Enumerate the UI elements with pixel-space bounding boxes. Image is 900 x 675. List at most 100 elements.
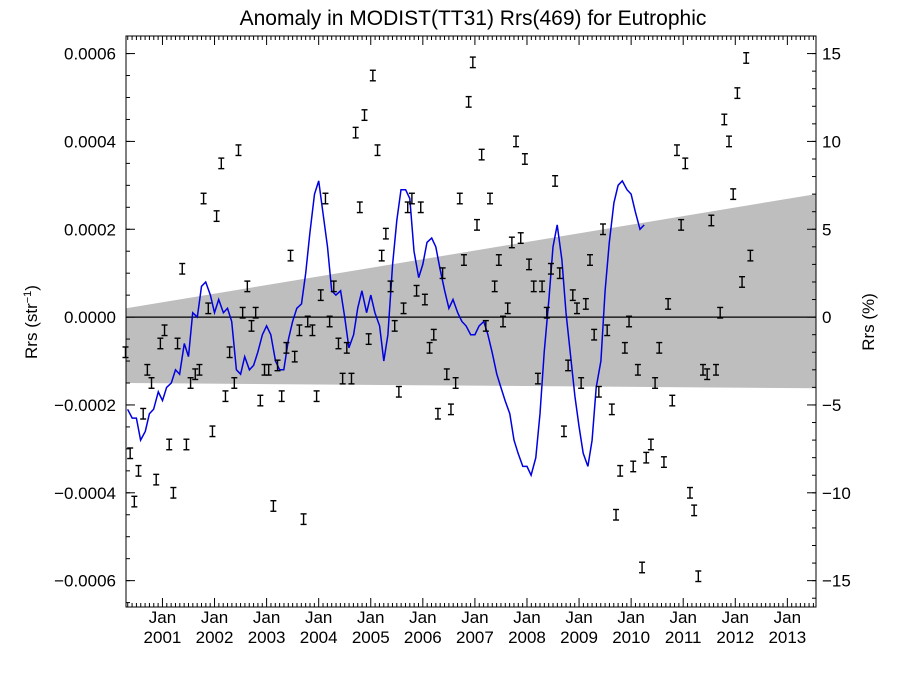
data-point <box>643 451 650 464</box>
x-tick-label-year: 2012 <box>716 628 754 647</box>
data-point <box>569 289 576 302</box>
x-tick-label-month: Jan <box>774 608 801 627</box>
x-tick-label-year: 2009 <box>560 628 598 647</box>
data-point <box>231 377 238 389</box>
data-point <box>591 328 598 341</box>
data-point <box>739 275 746 288</box>
data-point <box>647 438 654 451</box>
data-point <box>326 315 333 328</box>
data-point <box>330 280 337 293</box>
data-point <box>682 157 689 170</box>
data-point <box>374 144 381 157</box>
data-point <box>500 315 507 328</box>
data-point <box>421 293 428 306</box>
data-point <box>257 394 264 407</box>
x-tick-label-month: Jan <box>617 608 644 627</box>
data-point <box>530 280 537 293</box>
data-point <box>322 192 329 205</box>
data-point <box>244 280 251 293</box>
data-point <box>430 328 437 341</box>
data-point <box>708 214 715 227</box>
data-point <box>352 126 359 139</box>
data-point <box>417 201 424 214</box>
x-tick-label-year: 2008 <box>508 628 546 647</box>
data-point <box>339 372 346 385</box>
data-point <box>699 363 706 376</box>
data-point <box>734 87 741 100</box>
data-point <box>556 267 563 280</box>
data-point <box>747 249 754 262</box>
data-point <box>387 280 394 293</box>
data-point <box>608 403 615 416</box>
data-point <box>673 144 680 157</box>
x-tick-label-year: 2011 <box>665 628 702 647</box>
data-point <box>582 297 589 310</box>
data-point <box>300 513 307 526</box>
data-point <box>534 372 541 385</box>
y-right-tick-label: 5 <box>822 220 831 239</box>
data-point <box>456 192 463 205</box>
x-tick-label-month: Jan <box>409 608 436 627</box>
y-right-tick-label: 10 <box>822 132 841 151</box>
data-point <box>478 148 485 161</box>
y-left-tick-label: −0.0004 <box>54 484 116 503</box>
data-point <box>252 306 259 319</box>
data-point <box>482 319 489 332</box>
data-point <box>726 135 733 148</box>
data-point <box>226 346 233 359</box>
data-point <box>239 306 246 319</box>
data-point <box>404 201 411 214</box>
data-point <box>426 341 433 354</box>
data-point <box>578 377 585 389</box>
data-point <box>391 319 398 332</box>
data-point <box>356 201 363 214</box>
data-point <box>600 223 607 236</box>
x-tick-label-month: Jan <box>565 608 592 627</box>
y-left-tick-label: −0.0002 <box>54 396 116 415</box>
data-point <box>131 495 138 508</box>
data-point <box>604 324 611 337</box>
chart-title: Anomaly in MODIST(TT31) Rrs(469) for Eut… <box>240 7 707 30</box>
data-point <box>287 249 294 262</box>
data-point <box>174 337 181 350</box>
data-point <box>313 390 320 403</box>
y-left-tick-label: 0.0000 <box>64 308 116 327</box>
y-left-tick-label: 0.0002 <box>64 220 116 239</box>
data-point <box>717 306 724 319</box>
data-point <box>713 363 720 376</box>
data-point <box>487 192 494 205</box>
y-axis-left-label: Rrs (str−1) <box>22 285 41 359</box>
data-point <box>678 218 685 231</box>
band-area <box>126 194 816 389</box>
data-point <box>452 377 459 389</box>
data-point <box>517 232 524 245</box>
data-point <box>304 315 311 328</box>
data-point <box>513 135 520 148</box>
data-point <box>626 315 633 328</box>
data-point <box>695 570 702 583</box>
data-point <box>665 297 672 310</box>
y-axis-left: 0.0006 0.0004 0.0002 0.0000 −0.0002 −0.0004 −0… <box>54 45 135 604</box>
data-point <box>183 438 190 451</box>
data-point <box>135 464 142 477</box>
data-point <box>291 350 298 363</box>
data-point <box>278 390 285 403</box>
y-axis-right-label: Rrs (%) <box>859 293 878 351</box>
x-tick-label-month: Jan <box>149 608 176 627</box>
data-point <box>122 346 129 359</box>
data-point <box>222 390 229 403</box>
data-point <box>539 280 546 293</box>
data-point <box>543 306 550 319</box>
data-point <box>495 254 502 266</box>
data-point <box>443 368 450 381</box>
data-point <box>656 341 663 354</box>
y-right-tick-label: −15 <box>822 572 851 591</box>
data-point <box>213 210 220 223</box>
data-point <box>144 363 151 376</box>
data-point <box>552 174 559 187</box>
smoothed-anomaly-series <box>126 179 645 478</box>
data-point <box>265 363 272 376</box>
data-point <box>547 262 554 275</box>
data-point <box>283 341 290 354</box>
data-point <box>270 500 277 512</box>
